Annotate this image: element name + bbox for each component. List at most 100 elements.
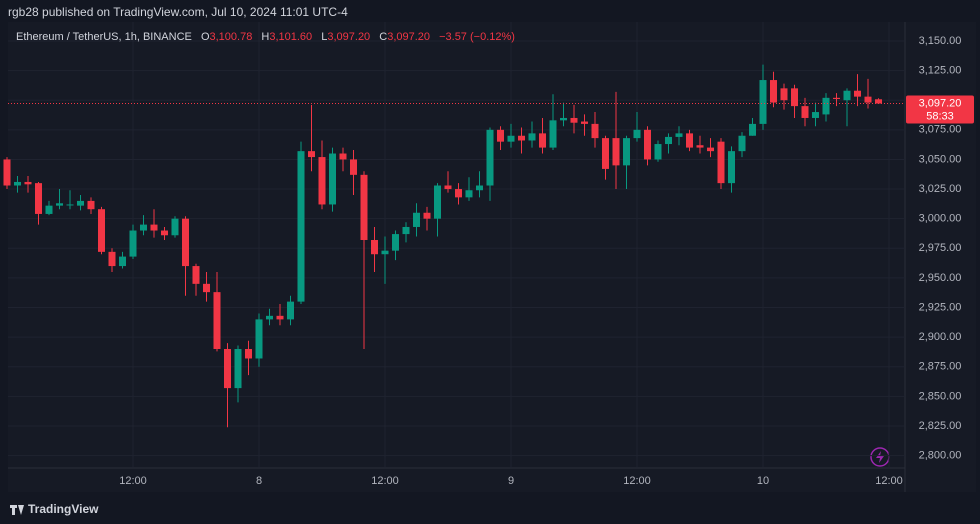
candle-body (780, 88, 788, 101)
candle-body (339, 153, 347, 160)
candle-body (549, 120, 557, 148)
y-tick-label: 3,050.00 (919, 153, 962, 165)
close-value: 3,097.20 (387, 31, 431, 43)
x-tick-label: 8 (256, 475, 262, 487)
candle-body (591, 123, 599, 139)
candle-body (266, 315, 273, 320)
candle-body (297, 151, 305, 302)
y-tick-label: 2,925.00 (919, 301, 962, 313)
candle-body (633, 129, 641, 139)
y-tick-label: 3,000.00 (919, 213, 962, 225)
x-tick-label: 12:00 (623, 475, 651, 487)
countdown-label: 58:33 (926, 110, 954, 122)
candle-body (864, 96, 872, 103)
candle-body (801, 106, 809, 118)
change-value: −3.57 (−0.12%) (439, 31, 515, 43)
candle-body (87, 200, 95, 210)
y-tick-label: 2,825.00 (919, 420, 962, 432)
last-price-label: 3,097.20 (919, 97, 962, 109)
brand-logo (10, 505, 24, 515)
candle-body (35, 183, 42, 214)
y-tick-label: 3,125.00 (919, 64, 962, 76)
candle-body (381, 250, 389, 255)
candle-body (234, 349, 242, 389)
candle-body (749, 123, 756, 136)
candle-body (360, 174, 368, 241)
candle-body (245, 349, 252, 359)
candle-body (308, 151, 315, 158)
candle-body (3, 159, 11, 186)
candle-body (675, 133, 683, 137)
candle-body (644, 129, 651, 160)
candle-body (213, 292, 221, 350)
y-tick-label: 2,800.00 (919, 450, 962, 462)
candle-body (150, 224, 158, 231)
y-tick-label: 3,025.00 (919, 183, 962, 195)
candle-body (623, 138, 630, 166)
candle-body (14, 181, 21, 186)
candle-body (413, 212, 420, 227)
candle-body (602, 138, 609, 169)
candle-body (665, 136, 672, 145)
candle-body (444, 185, 452, 190)
open-label: O (200, 31, 210, 43)
candle-body (276, 315, 284, 320)
candle-body (791, 88, 798, 107)
candle-body (108, 251, 116, 267)
open-value: 3,100.78 (209, 31, 253, 43)
chart-background (8, 22, 976, 492)
candle-body (203, 283, 210, 293)
candle-body (770, 80, 777, 103)
last-price-tag (906, 95, 974, 124)
candle-body (255, 319, 263, 359)
candle-body (98, 209, 105, 252)
candle-body (318, 157, 326, 205)
candle-body (371, 240, 378, 255)
low-label: L (321, 31, 328, 43)
candle-body (528, 133, 536, 141)
candle-body (329, 153, 336, 205)
alert-icon-bolt (876, 451, 884, 463)
candle-body (497, 129, 504, 142)
candle-body (581, 121, 588, 124)
candle-body (539, 133, 546, 148)
candle-body (507, 135, 515, 142)
candle-body (686, 133, 693, 148)
candle-body (434, 185, 441, 219)
candle-body (129, 230, 137, 257)
y-tick-label: 3,150.00 (919, 35, 962, 47)
candle-body (224, 349, 231, 389)
high-label: H (261, 31, 270, 43)
x-tick-label: 9 (508, 475, 514, 487)
candle-body (518, 135, 525, 141)
candle-body (423, 212, 431, 219)
candle-body (45, 205, 53, 214)
candle-body (812, 112, 819, 118)
y-tick-label: 2,875.00 (919, 361, 962, 373)
symbol-legend: Ethereum / TetherUS, 1h, BINANCE O3,100.… (16, 31, 515, 43)
candle-body (728, 151, 735, 184)
candle-body (875, 99, 882, 104)
candle-body (759, 80, 767, 124)
candle-body (707, 147, 714, 152)
publish-info: rgb28 published on TradingView.com, Jul … (8, 5, 348, 19)
candle-body (465, 190, 473, 198)
candle-body (822, 97, 830, 115)
candle-body (287, 301, 294, 320)
y-tick-label: 3,075.00 (919, 124, 962, 136)
candle-body (24, 181, 32, 185)
x-tick-label: 10 (757, 475, 769, 487)
candle-body (843, 90, 851, 101)
candle-body (654, 144, 662, 160)
low-value: 3,097.20 (327, 31, 371, 43)
y-tick-label: 2,900.00 (919, 331, 962, 343)
candle-body (161, 230, 168, 236)
y-tick-label: 2,975.00 (919, 242, 962, 254)
candle-body (717, 141, 725, 184)
candle-body (171, 218, 179, 236)
symbol: Ethereum / TetherUS, 1h, BINANCE (16, 31, 192, 43)
candle-body (854, 90, 861, 97)
candle-body (140, 224, 147, 231)
candle-body (486, 129, 494, 186)
